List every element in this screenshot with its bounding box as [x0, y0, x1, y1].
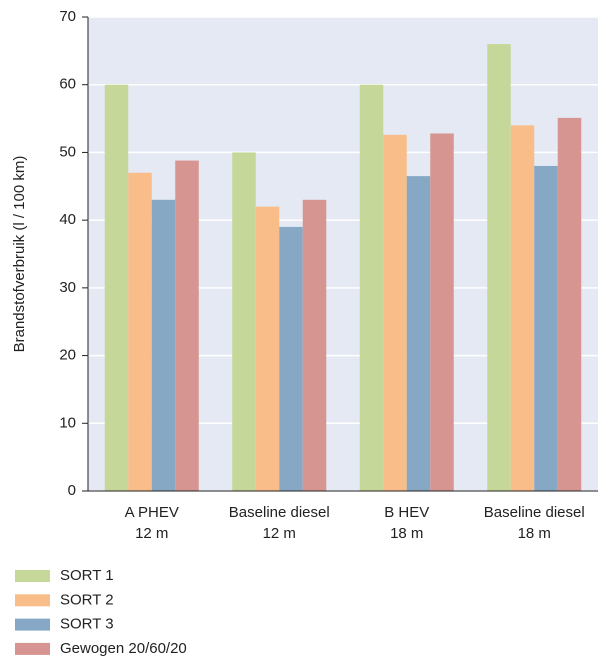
y-tick-label: 30: [59, 279, 76, 296]
legend-label: SORT 1: [60, 567, 114, 584]
bar: [302, 199, 327, 492]
legend-label: SORT 3: [60, 616, 114, 633]
y-tick-label: 10: [59, 414, 76, 431]
x-tick-label: A PHEV 12 m: [124, 504, 179, 542]
legend-swatch: [15, 570, 50, 582]
legend-swatch: [15, 594, 50, 607]
y-tick-label: 50: [59, 143, 76, 160]
legend-label: Gewogen 20/60/20: [60, 640, 187, 657]
bar: [359, 84, 384, 491]
bar: [232, 152, 256, 491]
x-tick-label: Baseline diesel 18 m: [483, 504, 585, 542]
legend-swatch: [15, 642, 50, 655]
bar: [487, 44, 511, 491]
y-axis-label: Brandstofverbruik (l / 100 km): [11, 156, 28, 353]
y-tick-label: 40: [59, 211, 76, 228]
bar: [151, 199, 176, 492]
bar: [383, 134, 407, 491]
legend-swatch: [15, 618, 50, 631]
legend-label: SORT 2: [60, 591, 114, 608]
bar: [534, 165, 558, 491]
bar: [104, 84, 129, 491]
x-tick-label: Baseline diesel 12 m: [228, 504, 330, 542]
bar: [557, 117, 582, 491]
bar: [255, 206, 280, 491]
bar: [430, 133, 454, 491]
bar: [279, 226, 303, 491]
y-tick-label: 70: [59, 8, 76, 25]
y-tick-label: 20: [59, 347, 76, 364]
x-tick-label: B HEV 18 m: [384, 504, 430, 542]
y-tick-label: 60: [59, 76, 76, 93]
bar: [406, 176, 431, 491]
bar: [510, 125, 535, 491]
bar: [175, 160, 199, 491]
y-tick-label: 0: [68, 482, 76, 499]
bar: [128, 172, 152, 491]
